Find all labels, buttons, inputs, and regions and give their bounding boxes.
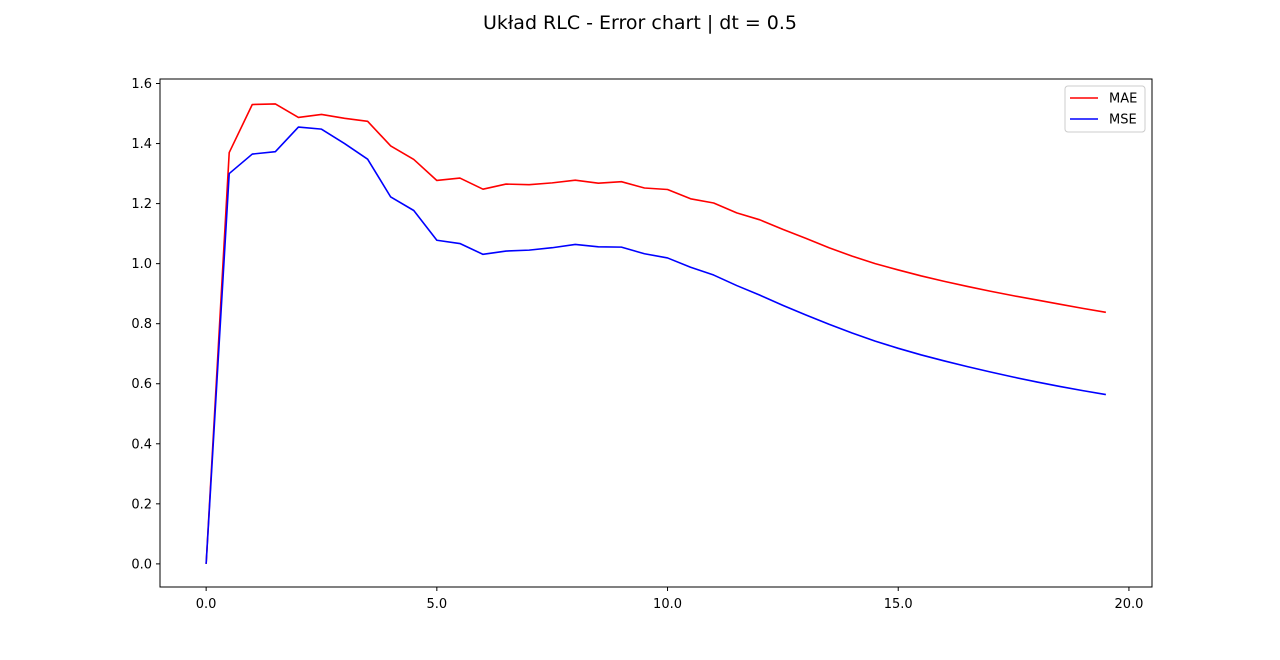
y-tick-label: 1.2 [131,197,152,212]
series-line-mae [205,103,1106,564]
legend-label-mse: MSE [1109,113,1137,128]
y-tick-label: 0.8 [131,317,152,332]
x-tick-label: 10.0 [653,597,682,612]
x-tick-label: 15.0 [884,597,913,612]
y-tick-label: 1.4 [131,137,152,152]
x-tick-label: 5.0 [426,597,447,612]
legend: MAE MSE [1064,85,1146,133]
y-tick-label: 0.6 [131,377,152,392]
plot-frame [159,78,1153,588]
plot-area [159,78,1153,588]
legend-label-mae: MAE [1109,92,1137,107]
y-tick-label: 0.4 [131,437,152,452]
y-tick-label: 1.0 [131,257,152,272]
y-tick-label: 0.0 [131,557,152,572]
y-tick-label: 0.2 [131,497,152,512]
chart-title: Układ RLC - Error chart | dt = 0.5 [483,12,797,34]
series-layer [205,103,1106,564]
x-tick-label: 20.0 [1114,597,1143,612]
series-line-mse [205,126,1106,564]
axes: 0.0 5.0 10.0 15.0 20.0 0.0 0.2 0.4 0.6 0.8 1.0 1.2 1… [131,77,1143,612]
y-tick-label: 1.6 [131,77,152,92]
x-tick-label: 0.0 [196,597,217,612]
